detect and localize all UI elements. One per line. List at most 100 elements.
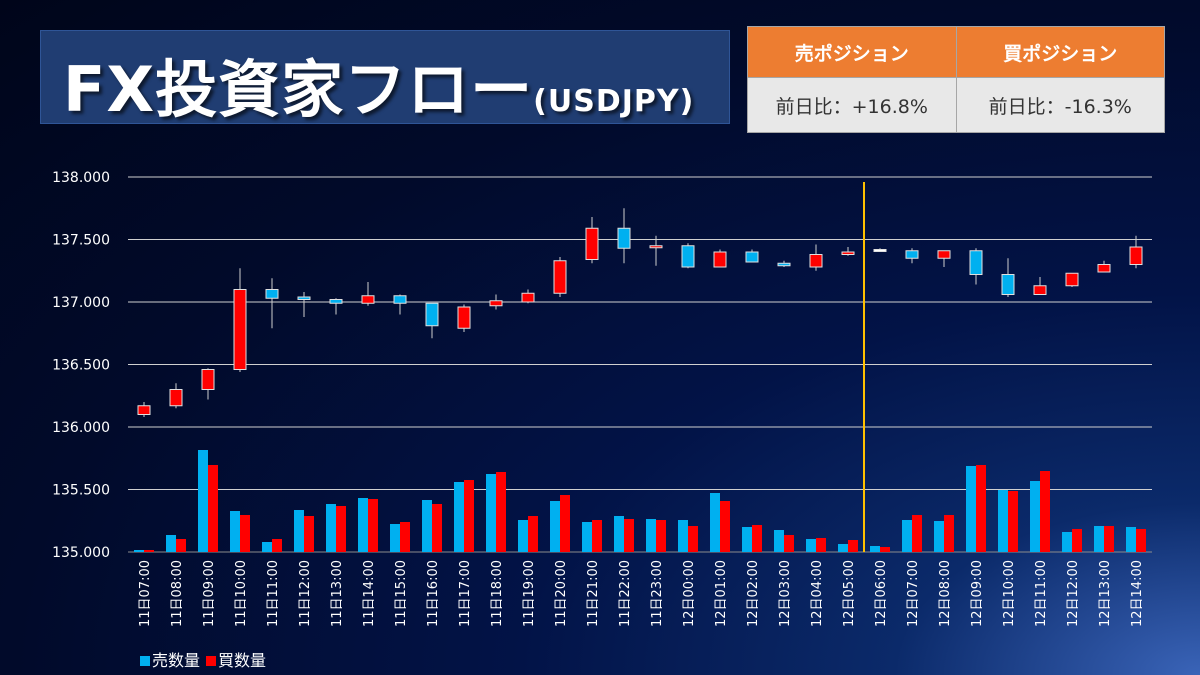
buy-volume-bar — [464, 480, 474, 552]
sell-volume-bar — [646, 519, 656, 552]
buy-volume-bar — [240, 515, 250, 552]
sell-volume-bar — [1094, 526, 1104, 552]
x-tick-label: 12日02:00 — [746, 560, 761, 627]
candle-up — [489, 300, 503, 307]
buy-position-change: 前日比：-16.3% — [955, 77, 1165, 133]
buy-volume-bar — [272, 539, 282, 552]
x-tick-label: 12日07:00 — [906, 560, 921, 627]
sell-volume-bar — [582, 522, 592, 552]
sell-volume-bar — [390, 524, 400, 552]
buy-volume-bar — [560, 495, 570, 552]
buy-position-header: 買ポジション — [955, 26, 1165, 78]
legend-buy: 買数量 — [206, 647, 266, 671]
x-tick-label: 12日00:00 — [682, 560, 697, 627]
sell-volume-bar — [1062, 532, 1072, 552]
candle-up — [713, 251, 727, 268]
sell-volume-bar — [934, 521, 944, 552]
x-tick-label: 12日11:00 — [1034, 560, 1049, 627]
sell-volume-bar — [806, 539, 816, 552]
buy-volume-bar — [912, 515, 922, 552]
sell-volume-bar — [230, 511, 240, 552]
sell-position-header: 売ポジション — [747, 26, 957, 78]
sell-volume-bar — [902, 520, 912, 552]
buy-volume-bar — [880, 547, 890, 552]
candle-down — [617, 227, 631, 249]
sell-volume-bar — [870, 546, 880, 552]
x-tick-label: 12日05:00 — [842, 560, 857, 627]
buy-volume-bar — [592, 520, 602, 552]
candle-up — [1097, 264, 1111, 273]
sell-volume-bar — [966, 466, 976, 552]
candle-up — [361, 295, 375, 304]
buy-volume-bar — [688, 526, 698, 552]
candle-down — [969, 250, 983, 275]
sell-volume-bar — [550, 501, 560, 552]
sell-position-change: 前日比：+16.8% — [747, 77, 957, 133]
buy-volume-bar — [400, 522, 410, 552]
title-text: FX投資家フロー — [63, 53, 534, 126]
candle-up — [585, 227, 599, 260]
sell-volume-bar — [742, 527, 752, 552]
buy-volume-bar — [624, 519, 634, 552]
sell-volume-bar — [294, 510, 304, 552]
sell-volume-bar — [1126, 527, 1136, 552]
candle-up — [1033, 285, 1047, 295]
y-tick-label: 136.500 — [52, 358, 110, 374]
title-banner: FX投資家フロー(USDJPY) — [40, 30, 730, 126]
buy-volume-bar — [336, 506, 346, 552]
sell-volume-bar — [1030, 481, 1040, 552]
buy-volume-bar — [496, 472, 506, 552]
x-tick-label: 11日11:00 — [266, 560, 281, 627]
x-tick-label: 11日21:00 — [586, 560, 601, 627]
x-tick-label: 12日12:00 — [1066, 560, 1081, 627]
candle-up — [457, 306, 471, 329]
x-tick-label: 12日04:00 — [810, 560, 825, 627]
candle-down — [393, 295, 407, 304]
sell-volume-bar — [422, 500, 432, 552]
position-table: 売ポジション 買ポジション 前日比：+16.8% 前日比：-16.3% — [747, 26, 1165, 133]
candle-up — [937, 250, 951, 259]
candle-up — [649, 245, 663, 249]
sell-volume-bar — [518, 520, 528, 552]
legend-sell: 売数量 — [140, 647, 200, 671]
candle-down — [681, 245, 695, 268]
sell-swatch — [140, 656, 150, 666]
buy-volume-bar — [816, 538, 826, 552]
x-tick-label: 12日08:00 — [938, 560, 953, 627]
buy-volume-bar — [784, 535, 794, 552]
x-tick-label: 12日09:00 — [970, 560, 985, 627]
candle-down — [745, 251, 759, 263]
candle-up — [809, 254, 823, 268]
sell-volume-bar — [166, 535, 176, 552]
candle-up — [553, 260, 567, 294]
candle-down — [873, 249, 887, 252]
y-tick-label: 137.000 — [52, 295, 110, 311]
candle-down — [265, 289, 279, 299]
x-tick-label: 12日14:00 — [1130, 560, 1145, 627]
candle-up — [1065, 272, 1079, 287]
candle-down — [425, 302, 439, 327]
x-tick-label: 11日15:00 — [394, 560, 409, 627]
x-tick-label: 11日10:00 — [234, 560, 249, 627]
x-tick-label: 11日16:00 — [426, 560, 441, 627]
sell-volume-bar — [614, 516, 624, 552]
y-tick-label: 135.500 — [52, 483, 110, 499]
y-tick-label: 136.000 — [52, 420, 110, 436]
sell-volume-bar — [486, 474, 496, 552]
x-tick-label: 11日18:00 — [490, 560, 505, 627]
legend-sell-label: 売数量 — [152, 651, 201, 670]
x-tick-label: 11日22:00 — [618, 560, 633, 627]
x-tick-label: 12日10:00 — [1002, 560, 1017, 627]
sell-volume-bar — [710, 493, 720, 552]
buy-volume-bar — [304, 516, 314, 552]
sell-volume-bar — [198, 450, 208, 552]
buy-volume-bar — [944, 515, 954, 552]
sell-volume-bar — [326, 504, 336, 552]
candle-down — [1001, 274, 1015, 295]
buy-volume-bar — [1008, 491, 1018, 552]
buy-volume-bar — [720, 501, 730, 552]
buy-volume-bar — [848, 540, 858, 552]
x-tick-label: 11日09:00 — [202, 560, 217, 627]
candle-up — [233, 289, 247, 370]
